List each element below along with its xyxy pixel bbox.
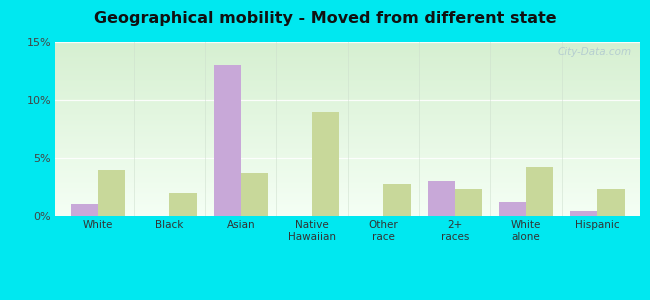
Bar: [570, 212, 597, 216]
Bar: [170, 193, 196, 216]
Bar: [499, 202, 526, 216]
Bar: [312, 112, 339, 216]
Bar: [428, 181, 455, 216]
Bar: [384, 184, 411, 216]
Bar: [526, 167, 553, 216]
Bar: [71, 204, 98, 216]
Bar: [455, 189, 482, 216]
Text: Geographical mobility - Moved from different state: Geographical mobility - Moved from diffe…: [94, 11, 556, 26]
Bar: [597, 189, 625, 216]
Bar: [214, 65, 240, 216]
Bar: [240, 173, 268, 216]
Text: City-Data.com: City-Data.com: [557, 47, 632, 57]
Bar: [98, 169, 125, 216]
